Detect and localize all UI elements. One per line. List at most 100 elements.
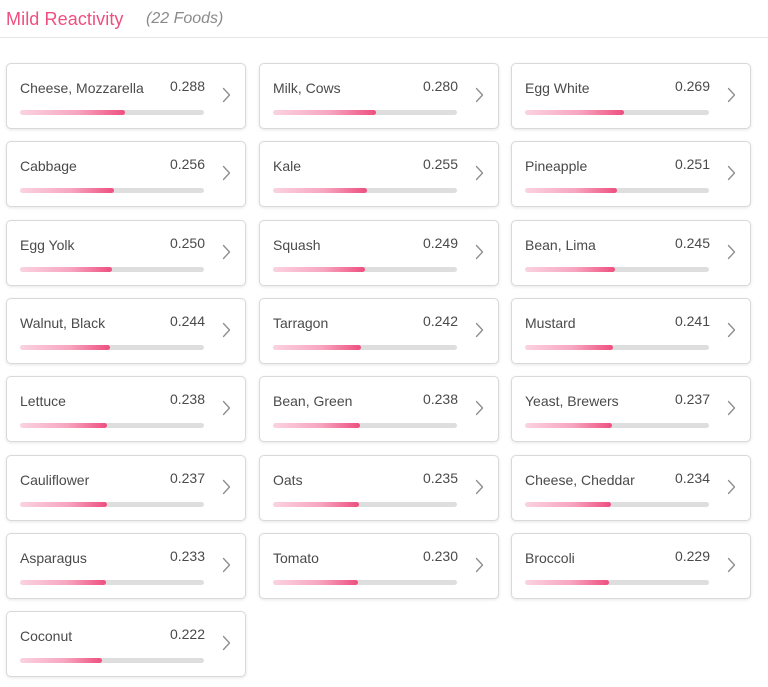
food-card[interactable]: Coconut 0.222 [6,611,246,677]
chevron-right-icon[interactable] [475,322,484,338]
reactivity-score: 0.245 [674,235,710,251]
reactivity-score: 0.269 [674,78,710,94]
reactivity-bar-fill [525,267,616,272]
food-name: Cheese, Cheddar [525,472,635,488]
food-card[interactable]: Cabbage 0.256 [6,141,246,207]
reactivity-bar [20,267,204,272]
food-name: Squash [273,237,321,253]
reactivity-score: 0.251 [674,156,710,172]
chevron-right-icon[interactable] [222,400,231,416]
reactivity-bar [273,188,457,193]
food-card[interactable]: Cheese, Cheddar 0.234 [511,455,751,521]
reactivity-bar [525,502,709,507]
chevron-right-icon[interactable] [222,244,231,260]
chevron-right-icon[interactable] [727,165,736,181]
food-card[interactable]: Pineapple 0.251 [511,141,751,207]
chevron-right-icon[interactable] [222,87,231,103]
reactivity-score: 0.238 [422,391,458,407]
reactivity-score: 0.256 [169,156,205,172]
reactivity-bar [20,345,204,350]
food-card[interactable]: Milk, Cows 0.280 [259,63,499,129]
food-card[interactable]: Cauliflower 0.237 [6,455,246,521]
reactivity-bar [20,110,204,115]
chevron-right-icon[interactable] [727,322,736,338]
reactivity-bar-fill [20,110,125,115]
food-card[interactable]: Oats 0.235 [259,455,499,521]
reactivity-bar [525,345,709,350]
food-card[interactable]: Egg White 0.269 [511,63,751,129]
reactivity-bar-fill [20,267,112,272]
food-card[interactable]: Tomato 0.230 [259,533,499,599]
reactivity-score: 0.255 [422,156,458,172]
reactivity-bar-fill [273,423,361,428]
reactivity-bar-fill [273,188,367,193]
reactivity-bar-fill [20,423,108,428]
food-count: (22 Foods) [146,10,224,27]
food-name: Milk, Cows [273,80,341,96]
reactivity-score: 0.244 [169,313,205,329]
section-title: Mild Reactivity [6,9,124,29]
reactivity-bar [525,580,709,585]
food-card[interactable]: Bean, Lima 0.245 [511,220,751,286]
food-name: Broccoli [525,550,575,566]
chevron-right-icon[interactable] [222,322,231,338]
reactivity-bar [525,110,709,115]
chevron-right-icon[interactable] [475,557,484,573]
chevron-right-icon[interactable] [222,635,231,651]
reactivity-bar-fill [273,580,358,585]
chevron-right-icon[interactable] [727,244,736,260]
chevron-right-icon[interactable] [727,557,736,573]
reactivity-bar [525,267,709,272]
reactivity-bar-fill [20,188,114,193]
reactivity-score: 0.250 [169,235,205,251]
chevron-right-icon[interactable] [222,479,231,495]
chevron-right-icon[interactable] [727,479,736,495]
food-name: Cabbage [20,158,77,174]
food-name: Mustard [525,315,576,331]
food-name: Coconut [20,628,73,644]
chevron-right-icon[interactable] [475,479,484,495]
food-card[interactable]: Tarragon 0.242 [259,298,499,364]
food-name: Cauliflower [20,472,90,488]
reactivity-bar-fill [273,345,362,350]
chevron-right-icon[interactable] [222,165,231,181]
chevron-right-icon[interactable] [475,400,484,416]
food-name: Tarragon [273,315,329,331]
food-card[interactable]: Asparagus 0.233 [6,533,246,599]
reactivity-bar [273,110,457,115]
food-card[interactable]: Mustard 0.241 [511,298,751,364]
reactivity-bar-fill [525,188,617,193]
chevron-right-icon[interactable] [475,87,484,103]
reactivity-score: 0.241 [674,313,710,329]
reactivity-bar [20,423,204,428]
food-name: Walnut, Black [20,315,106,331]
reactivity-score: 0.235 [422,470,458,486]
food-card[interactable]: Egg Yolk 0.250 [6,220,246,286]
food-name: Asparagus [20,550,87,566]
food-card[interactable]: Lettuce 0.238 [6,376,246,442]
food-card[interactable]: Kale 0.255 [259,141,499,207]
food-card[interactable]: Broccoli 0.229 [511,533,751,599]
food-card[interactable]: Cheese, Mozzarella 0.288 [6,63,246,129]
food-name: Oats [273,472,303,488]
reactivity-bar-fill [273,267,365,272]
reactivity-score: 0.238 [169,391,205,407]
chevron-right-icon[interactable] [727,400,736,416]
food-name: Lettuce [20,393,66,409]
food-name: Yeast, Brewers [525,393,619,409]
food-card[interactable]: Yeast, Brewers 0.237 [511,376,751,442]
reactivity-score: 0.288 [169,78,205,94]
reactivity-score: 0.230 [422,548,458,564]
chevron-right-icon[interactable] [222,557,231,573]
chevron-right-icon[interactable] [475,244,484,260]
food-card[interactable]: Walnut, Black 0.244 [6,298,246,364]
chevron-right-icon[interactable] [475,165,484,181]
food-card[interactable]: Bean, Green 0.238 [259,376,499,442]
food-card[interactable]: Squash 0.249 [259,220,499,286]
reactivity-bar [273,345,457,350]
food-name: Cheese, Mozzarella [20,80,144,96]
reactivity-score: 0.242 [422,313,458,329]
chevron-right-icon[interactable] [727,87,736,103]
reactivity-bar [20,658,204,663]
reactivity-bar [273,267,457,272]
